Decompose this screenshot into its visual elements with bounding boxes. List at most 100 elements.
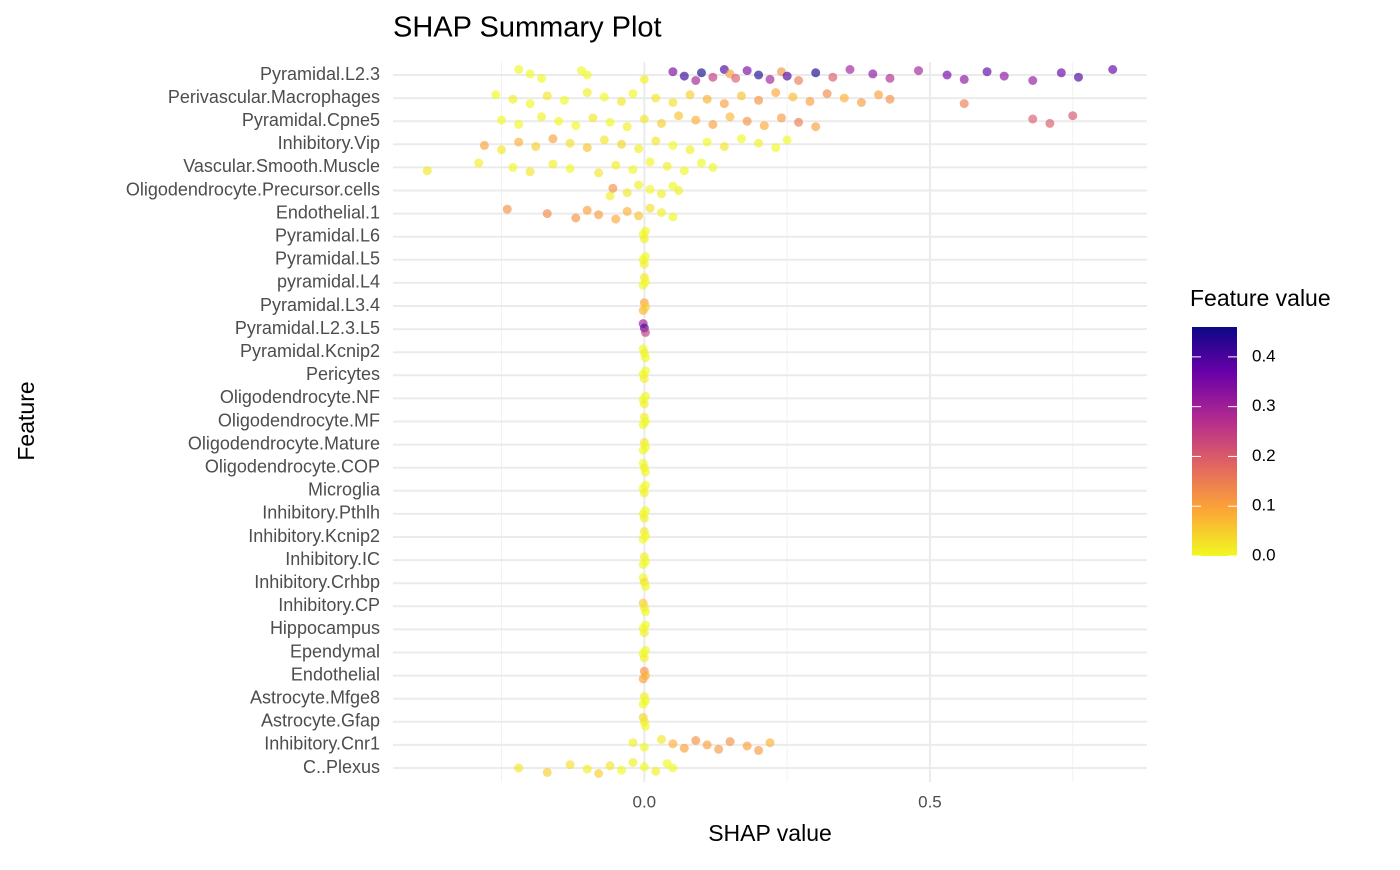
point (525, 167, 535, 177)
point (685, 145, 695, 155)
point (616, 96, 626, 106)
y-tick-label: Astrocyte.Gfap (261, 711, 380, 731)
point (754, 95, 764, 105)
y-tick-label: Astrocyte.Mfge8 (250, 687, 380, 707)
point (514, 65, 524, 74)
point (514, 137, 524, 147)
point (725, 737, 735, 747)
point (582, 205, 592, 215)
point (640, 366, 650, 376)
point (639, 488, 649, 498)
point (559, 95, 569, 105)
y-tick-label: Oligodendrocyte.MF (218, 410, 380, 430)
point (422, 166, 432, 176)
y-tick-label: Pyramidal.L2.3 (260, 64, 380, 84)
point (1068, 111, 1078, 121)
point (594, 168, 604, 178)
point (839, 93, 849, 103)
point (754, 70, 764, 80)
point (679, 743, 689, 753)
point (736, 134, 746, 144)
point (782, 71, 792, 81)
y-tick-label: Oligodendrocyte.NF (220, 387, 380, 407)
point (639, 259, 649, 269)
y-tick-label: Vascular.Smooth.Muscle (183, 156, 380, 176)
point (742, 66, 752, 76)
point (605, 761, 615, 771)
point (554, 116, 564, 126)
point (874, 90, 884, 100)
point (691, 736, 701, 745)
point (656, 208, 666, 217)
point (719, 99, 729, 109)
point (771, 143, 781, 153)
y-tick-label: Pericytes (306, 364, 380, 384)
point (719, 142, 729, 151)
point (1073, 72, 1083, 82)
point (640, 607, 650, 617)
point (828, 72, 838, 82)
point (588, 113, 598, 123)
y-tick-label: Pyramidal.Kcnip2 (240, 341, 380, 361)
point (628, 758, 638, 767)
point (856, 98, 866, 107)
point (497, 115, 507, 125)
y-tick-label: C..Plexus (303, 757, 380, 777)
point (640, 467, 650, 477)
point (999, 71, 1009, 81)
point (1056, 68, 1066, 78)
y-tick-label: Oligodendrocyte.Precursor.cells (126, 179, 380, 199)
colorbar-tick-label: 0.4 (1252, 346, 1276, 365)
point (640, 302, 650, 312)
point (599, 92, 609, 102)
point (640, 645, 650, 655)
point (640, 721, 650, 731)
point (514, 763, 524, 773)
point (942, 70, 952, 80)
point (691, 76, 701, 85)
point (548, 159, 558, 169)
point (628, 165, 638, 175)
y-tick-label: Pyramidal.L6 (275, 225, 380, 245)
point (640, 277, 650, 287)
point (759, 121, 769, 131)
point (525, 99, 535, 109)
y-tick-label: Pyramidal.L2.3.L5 (235, 318, 380, 338)
y-tick-label: Inhibitory.Pthlh (262, 503, 380, 523)
point (765, 74, 775, 84)
point (640, 671, 650, 681)
point (582, 88, 592, 98)
point (736, 91, 746, 101)
point (645, 184, 655, 194)
point (640, 327, 650, 337)
point (640, 620, 650, 630)
y-tick-label: pyramidal.L4 (277, 272, 380, 292)
y-tick-label: Pyramidal.L3.4 (260, 295, 380, 315)
point (640, 391, 650, 401)
y-tick-label: Pyramidal.L5 (275, 249, 380, 269)
point (702, 94, 712, 104)
point (811, 68, 821, 78)
point (639, 374, 649, 384)
point (640, 417, 650, 426)
point (645, 157, 655, 167)
point (708, 162, 718, 172)
point (674, 111, 684, 121)
point (622, 122, 632, 132)
point (914, 66, 924, 76)
chart-title: SHAP Summary Plot (393, 12, 662, 44)
point (594, 769, 604, 778)
colorbar (1192, 327, 1237, 556)
point (708, 72, 718, 82)
point (959, 74, 969, 84)
point (628, 738, 638, 748)
x-tick-label: 0.0 (633, 792, 657, 811)
point (542, 91, 552, 101)
point (542, 209, 552, 219)
point (668, 98, 678, 107)
point (548, 134, 558, 144)
point (611, 214, 621, 224)
point (565, 138, 575, 148)
point (639, 742, 649, 752)
point (582, 764, 592, 774)
